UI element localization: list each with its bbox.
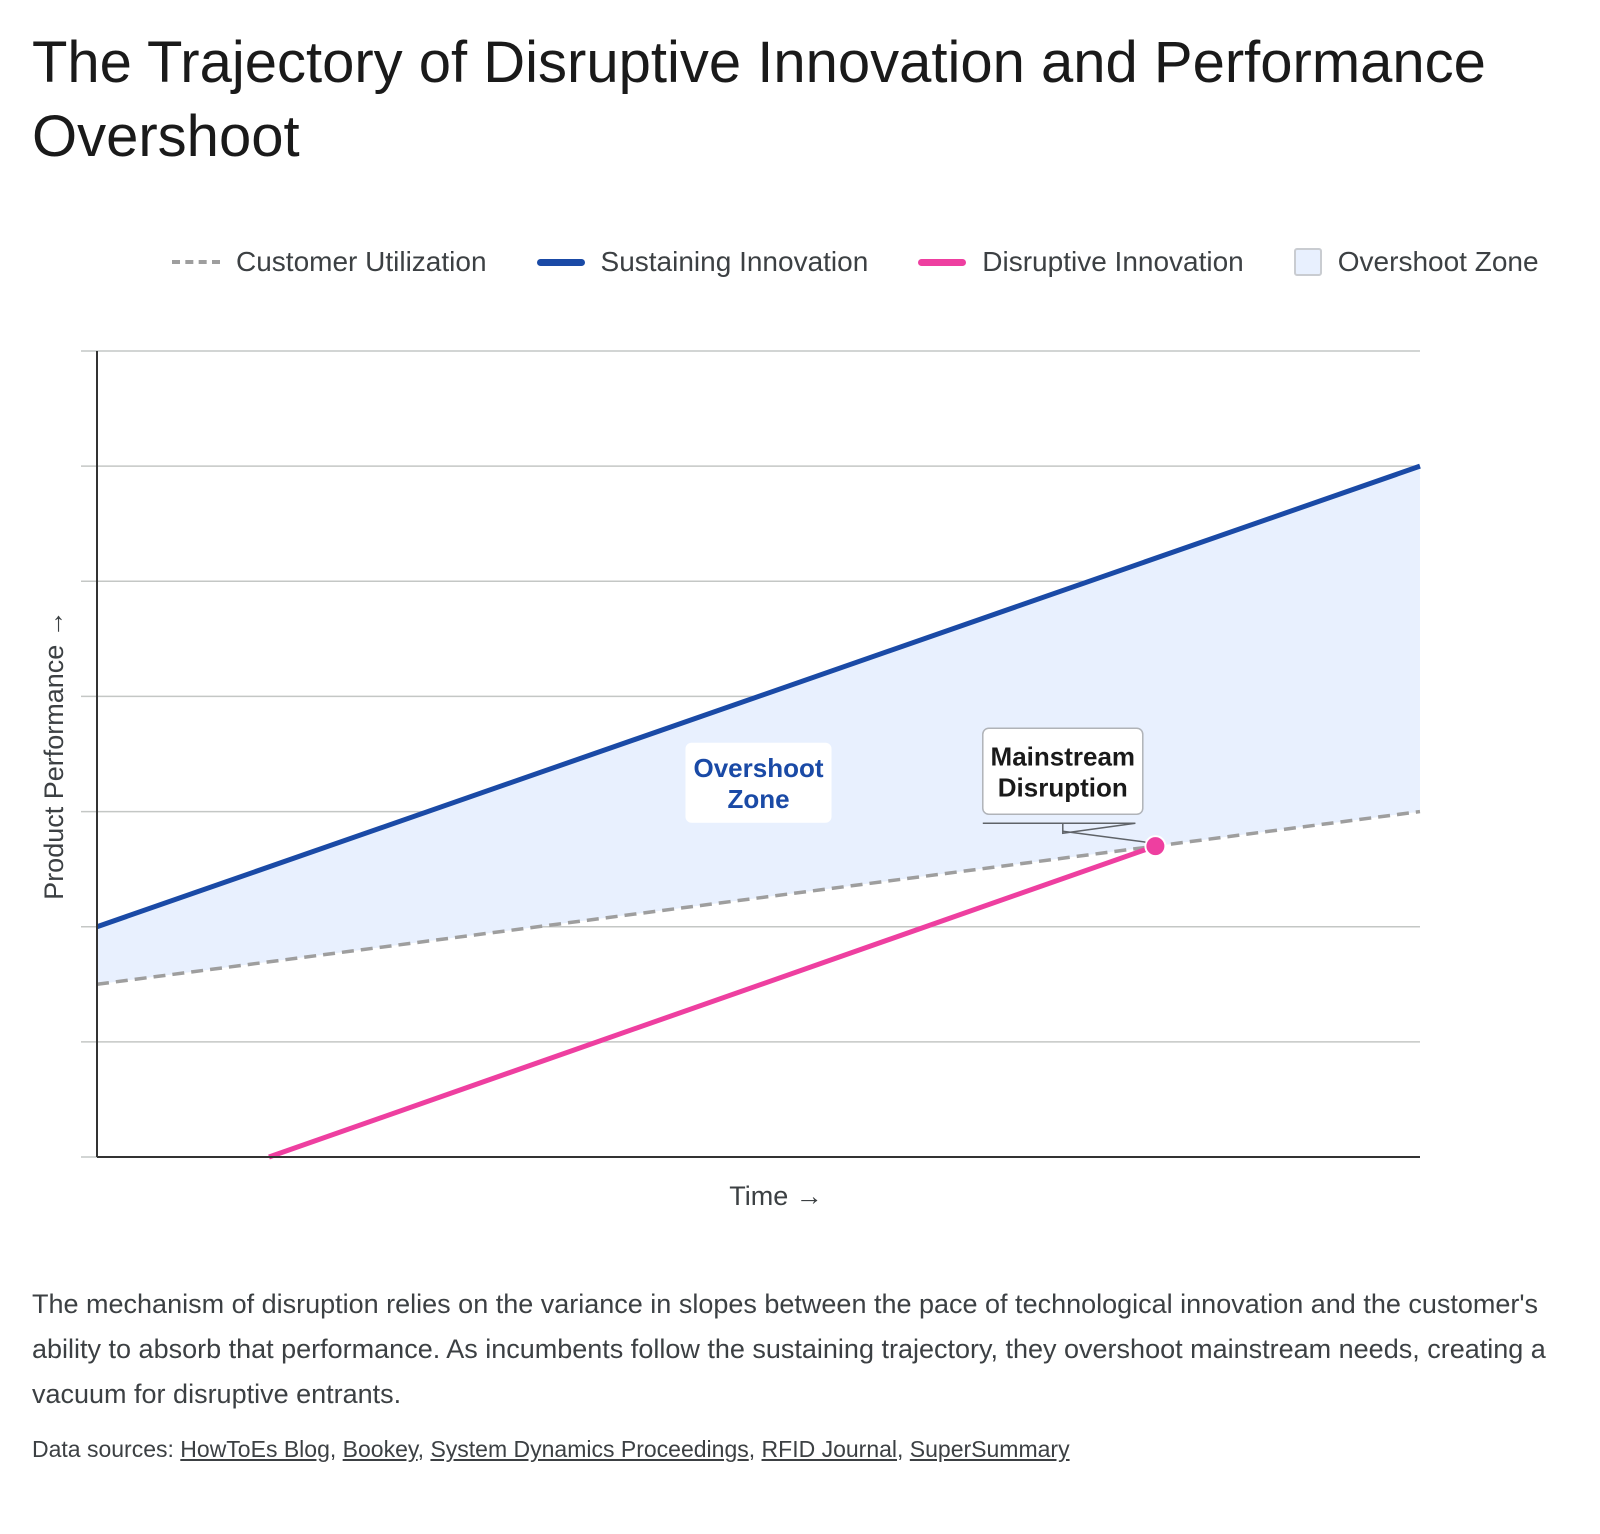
chart-legend: Customer Utilization Sustaining Innovati… — [172, 240, 1539, 284]
legend-label: Overshoot Zone — [1337, 246, 1539, 277]
customer-utilization-line — [96, 809, 1421, 987]
annotation-box — [982, 727, 1144, 816]
source-link[interactable]: HowToEs Blog — [180, 1436, 330, 1462]
annotation-connector — [982, 822, 1136, 835]
legend-item-overshoot-zone[interactable]: Overshoot Zone — [1293, 246, 1539, 278]
sustaining-innovation-line — [96, 463, 1421, 930]
legend-label: Sustaining Innovation — [600, 246, 869, 277]
source-link[interactable]: Bookey — [342, 1436, 418, 1462]
y-axis-label: Product Performance → — [39, 610, 69, 900]
legend-label: Customer Utilization — [236, 246, 487, 277]
chart-title: The Trajectory of Disruptive Innovation … — [32, 30, 1486, 169]
source-link[interactable]: RFID Journal — [761, 1436, 898, 1462]
legend-label: Disruptive Innovation — [982, 246, 1244, 277]
legend-swatch-dashed-line — [172, 260, 220, 264]
source-link[interactable]: System Dynamics Proceedings — [430, 1436, 749, 1462]
data-sources: Data sources: HowToEs Blog, Bookey, Syst… — [32, 1436, 1070, 1462]
chart-description: The mechanism of disruption relies on th… — [32, 1289, 1546, 1409]
disruptive-innovation-line — [268, 843, 1157, 1160]
sources-prefix: Data sources: — [32, 1436, 174, 1462]
source-link[interactable]: SuperSummary — [909, 1436, 1070, 1462]
annotation-box — [685, 742, 832, 823]
overshoot-area-layer — [97, 466, 1420, 985]
annotation-label-line: Disruption — [998, 772, 1128, 802]
x-axis-label: Time → — [729, 1181, 823, 1211]
legend-item-disruptive-innovation[interactable]: Disruptive Innovation — [918, 246, 1244, 278]
axes — [96, 351, 1420, 1158]
legend-item-sustaining-innovation[interactable]: Sustaining Innovation — [536, 246, 869, 278]
overshoot-zone-area — [97, 466, 1420, 985]
legend-item-customer-utilization[interactable]: Customer Utilization — [172, 246, 487, 278]
legend-swatch-blue-line — [536, 258, 585, 266]
legend-swatch-pink-line — [918, 258, 967, 266]
annotation-label-line: Mainstream — [991, 741, 1136, 771]
annotation-label-line: Zone — [727, 784, 789, 814]
legend-swatch-area — [1293, 248, 1322, 276]
disruption-point-marker — [1144, 835, 1167, 858]
annotation-pointer — [1062, 830, 1146, 843]
annotation-label-line: Overshoot — [693, 753, 823, 783]
series-lines — [96, 463, 1421, 1160]
